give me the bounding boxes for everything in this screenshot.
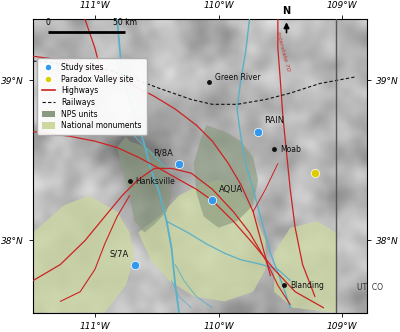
Text: Green River: Green River bbox=[215, 73, 260, 82]
Text: N: N bbox=[282, 6, 290, 16]
Text: RAIN: RAIN bbox=[264, 116, 284, 125]
Text: R/8A: R/8A bbox=[153, 148, 173, 157]
Polygon shape bbox=[274, 221, 336, 313]
Text: Interstate 70: Interstate 70 bbox=[275, 31, 290, 72]
Polygon shape bbox=[138, 180, 266, 301]
Text: 0: 0 bbox=[46, 19, 50, 28]
Text: Blanding: Blanding bbox=[290, 281, 324, 290]
Legend: Study sites, Paradox Valley site, Highways, Railways, NPS units, National monume: Study sites, Paradox Valley site, Highwa… bbox=[37, 58, 146, 135]
Text: Hanksville: Hanksville bbox=[136, 177, 176, 186]
Text: 50 km: 50 km bbox=[113, 19, 137, 28]
Text: S/7A: S/7A bbox=[109, 249, 128, 258]
Polygon shape bbox=[33, 196, 134, 313]
Text: Moab: Moab bbox=[280, 145, 301, 154]
Polygon shape bbox=[117, 136, 172, 232]
Polygon shape bbox=[194, 125, 258, 228]
Text: UT  CO: UT CO bbox=[357, 283, 383, 292]
Text: AQUA: AQUA bbox=[218, 185, 243, 194]
